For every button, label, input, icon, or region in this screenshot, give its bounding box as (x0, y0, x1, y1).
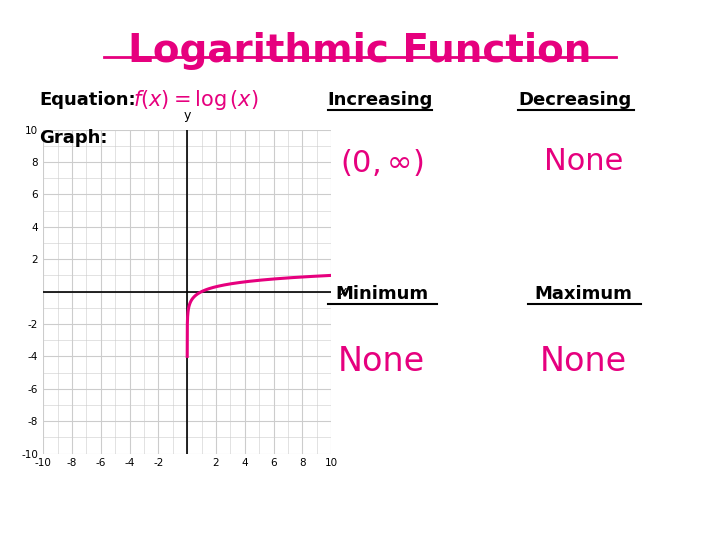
Text: Graph:: Graph: (40, 129, 108, 147)
Text: None: None (544, 147, 623, 177)
Text: y: y (184, 109, 191, 122)
Text: x: x (340, 285, 347, 298)
Text: Logarithmic Function: Logarithmic Function (128, 32, 592, 70)
Text: None: None (338, 345, 426, 379)
Text: Increasing: Increasing (328, 91, 433, 109)
Text: $\left(0,\infty\right)$: $\left(0,\infty\right)$ (340, 146, 423, 178)
Text: Decreasing: Decreasing (518, 91, 631, 109)
Text: Maximum: Maximum (534, 285, 632, 303)
Text: $f\left(x\right)=\log\left(x\right)$: $f\left(x\right)=\log\left(x\right)$ (133, 88, 259, 112)
Text: None: None (539, 345, 627, 379)
Text: Equation:: Equation: (40, 91, 136, 109)
Text: Minimum: Minimum (335, 285, 428, 303)
